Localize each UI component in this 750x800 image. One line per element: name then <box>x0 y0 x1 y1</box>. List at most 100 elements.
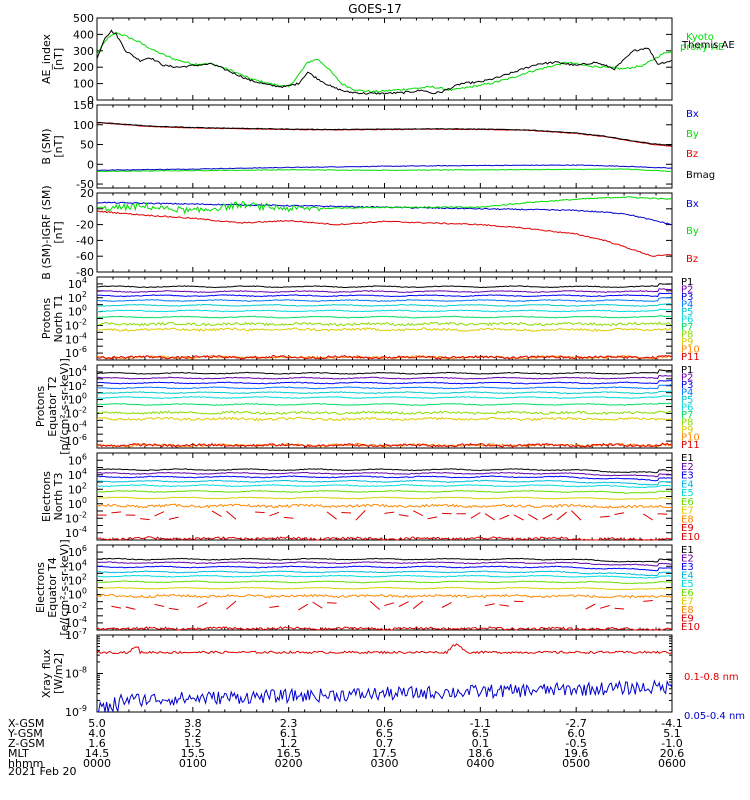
y-tick-label: 104 <box>68 558 87 573</box>
series-E9 <box>643 600 653 602</box>
series-P10 <box>96 442 673 448</box>
legend-E3: E3 <box>681 562 694 573</box>
ephemeris-value: 1.5 <box>184 737 202 750</box>
series-E9 <box>441 601 452 608</box>
figure-title: GOES-17 <box>348 2 402 16</box>
series-E9 <box>269 511 280 517</box>
ephemeris-value: 19.6 <box>564 747 589 760</box>
ephemeris-value: 6.5 <box>472 727 490 740</box>
legend-P4: P4 <box>681 300 693 311</box>
panel-8: Xray flux [W/m2]10-9 10-8 10-7 0.1-0.8 nm 0.0… <box>40 627 745 722</box>
legend-bz: Bz <box>686 254 698 265</box>
series-P7 <box>96 402 673 406</box>
series-E9 <box>398 601 409 607</box>
y-axis-label: AE_index <box>40 33 53 84</box>
ephemeris-value: 0300 <box>371 757 399 770</box>
series-E9 <box>226 600 237 610</box>
series-P9 <box>96 327 673 333</box>
legend-E4: E4 <box>681 479 694 490</box>
y-tick-exponent: 2 <box>82 481 87 490</box>
y-tick-exponent: -4 <box>79 525 87 534</box>
ephemeris-value: 0600 <box>658 757 686 770</box>
y-axis-label: Electrons <box>34 562 47 613</box>
y-tick-label: 10-6 <box>65 433 87 448</box>
panel-frame <box>96 452 673 541</box>
y-tick-exponent: 0 <box>82 496 87 505</box>
series-E2 <box>96 561 673 567</box>
series-E9 <box>398 514 409 517</box>
series-E9 <box>140 518 150 521</box>
y-axis-label: [p/(cm²-s-sr-keV)] <box>58 358 71 455</box>
y-tick-label: 10-8 <box>65 666 87 681</box>
series-E2 <box>96 471 672 478</box>
y-axis-label: Equator T2 <box>46 376 59 436</box>
series-E9 <box>269 605 280 608</box>
y-tick-exponent: -2 <box>79 601 87 610</box>
y-tick-label: 100 <box>68 392 87 407</box>
ephemeris-value: 0.6 <box>376 717 394 730</box>
ephemeris-value: 5.2 <box>184 727 202 740</box>
y-axis-label: Protons <box>40 298 53 339</box>
legend-E1: E1 <box>681 545 694 556</box>
series-E9 <box>384 511 395 514</box>
y-tick-label: 10-4 <box>65 419 87 434</box>
y-tick-label: 10-2 <box>65 601 87 616</box>
ephemeris-value: 16.5 <box>276 747 301 760</box>
series-E9 <box>585 603 596 610</box>
series-E9 <box>298 603 309 611</box>
y-tick-label: 102 <box>68 290 87 305</box>
series-E9 <box>556 511 567 521</box>
series-P1 <box>96 369 673 375</box>
series-E3 <box>96 475 673 482</box>
series-E9 <box>427 516 438 520</box>
series-by <box>96 196 673 215</box>
series-P11 <box>96 354 673 360</box>
y-tick-exponent: 4 <box>82 364 87 373</box>
y-tick-label: -60 <box>76 250 94 263</box>
y-tick-label: 400 <box>73 28 94 41</box>
series-E9 <box>341 512 352 514</box>
y-tick-label: 10-2 <box>65 317 87 332</box>
y-tick-exponent: 4 <box>82 467 87 476</box>
y-tick-label: 104 <box>68 276 87 291</box>
y-tick-label: -20 <box>76 219 94 232</box>
legend-E2: E2 <box>681 554 694 565</box>
y-tick-exponent: -4 <box>79 419 87 428</box>
series-E9 <box>528 513 539 521</box>
y-axis-label: [nT] <box>52 135 65 157</box>
y-axis-label: [nT] <box>52 48 65 70</box>
y-tick-label: -80 <box>76 266 94 279</box>
legend-P2: P2 <box>681 373 693 384</box>
ephemeris-value: 1.6 <box>88 737 106 750</box>
ephemeris-label: X-GSM <box>8 717 44 730</box>
legend-P1: P1 <box>681 365 693 376</box>
ephemeris-value: -0.5 <box>565 737 586 750</box>
series-P2 <box>96 374 672 380</box>
y-tick-exponent: -6 <box>79 433 87 442</box>
legend-P10: P10 <box>681 433 700 444</box>
legend-bx: Bx <box>686 109 699 120</box>
legend-E3: E3 <box>681 471 694 482</box>
legend-xray-1: 0.05-0.4 nm <box>684 711 745 722</box>
ephemeris-value: 0000 <box>83 757 111 770</box>
legend-bz: Bz <box>686 149 698 160</box>
y-tick-exponent: 2 <box>82 572 87 581</box>
series-E6 <box>96 489 673 494</box>
panel-5: Protons Equator T2 [p/(cm²-s-sr-keV)]10-61… <box>34 358 700 455</box>
y-tick-label: 10-7 <box>65 627 87 642</box>
y-tick-label: 100 <box>68 496 87 511</box>
series-E9 <box>211 510 222 518</box>
series-E9 <box>326 511 337 520</box>
series-E4 <box>96 479 673 486</box>
ephemeris-value: 0500 <box>562 757 590 770</box>
ephemeris-value: 2.3 <box>280 717 298 730</box>
series-E9 <box>499 514 510 520</box>
y-axis-label: Equator T4 <box>46 557 59 617</box>
y-tick-label: 104 <box>68 364 87 379</box>
legend-xray-0: 0.1-0.8 nm <box>684 672 739 683</box>
series-E8 <box>96 593 673 599</box>
y-tick-exponent: -4 <box>79 615 87 624</box>
series-E9 <box>369 600 381 610</box>
